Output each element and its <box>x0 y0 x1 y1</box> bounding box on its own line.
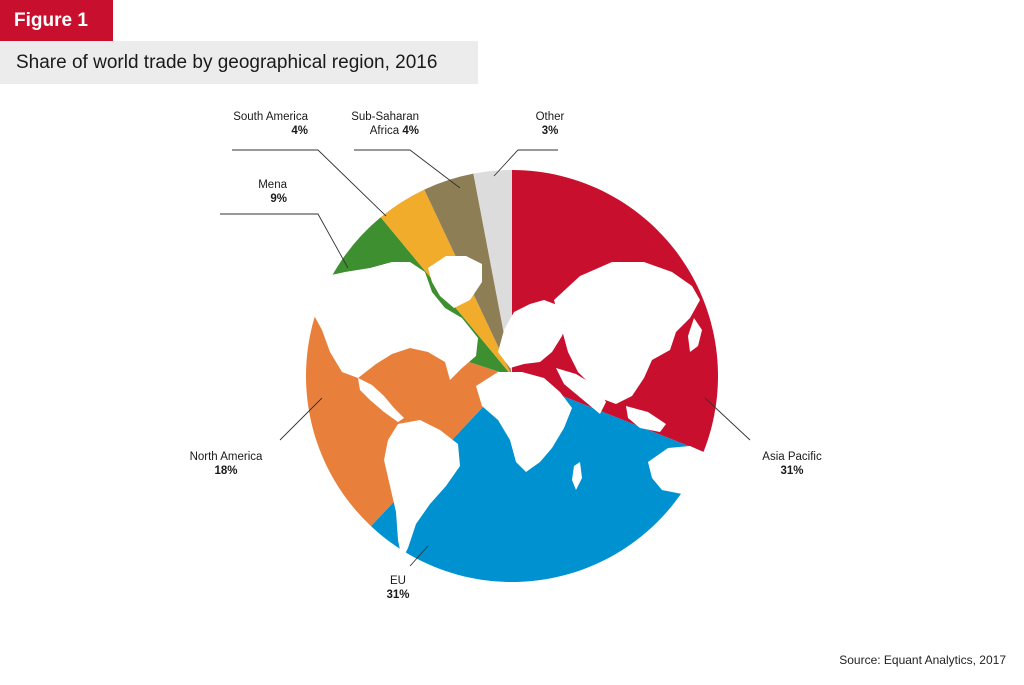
slice-label: South America 4% <box>233 111 308 137</box>
chart-title: Share of world trade by geographical reg… <box>0 41 478 84</box>
slice-label: EU 31% <box>386 575 409 601</box>
leader-line <box>704 397 751 441</box>
leader-line <box>493 149 558 177</box>
map-europe <box>498 300 568 368</box>
map-central-america <box>358 378 404 422</box>
map-se-asia <box>626 406 666 432</box>
slice-labels: Asia Pacific 31% EU 31% North America 18% Mena… <box>190 111 822 601</box>
map-greenland <box>428 256 482 308</box>
pie-slice-eu <box>370 376 704 583</box>
world-map-overlay <box>300 256 714 560</box>
leader-line <box>220 213 349 269</box>
map-madagascar <box>572 462 582 490</box>
leader-line <box>354 149 461 189</box>
map-japan <box>688 318 702 352</box>
slice-label: Sub-Saharan Africa 4% <box>351 111 419 137</box>
slice-label: Other 3% <box>536 111 565 137</box>
leader-lines <box>220 149 751 567</box>
leader-line <box>232 149 387 217</box>
map-south-america <box>384 420 460 560</box>
leader-line <box>409 545 429 567</box>
slice-label: North America 18% <box>190 451 263 477</box>
slice-label: Asia Pacific 31% <box>762 451 822 477</box>
map-asia <box>554 262 700 404</box>
map-australia <box>648 446 714 494</box>
map-arabia-india <box>556 368 606 414</box>
map-north-america <box>300 262 478 380</box>
slice-label: Mena 9% <box>258 179 287 205</box>
source-note: Source: Equant Analytics, 2017 <box>839 653 1006 667</box>
figure-label: Figure 1 <box>0 0 113 41</box>
pie-slice-other <box>473 170 512 376</box>
map-africa <box>476 372 572 472</box>
leader-line <box>279 397 323 441</box>
